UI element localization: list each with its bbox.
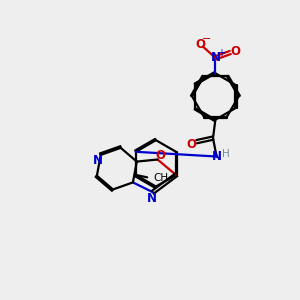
Text: H: H (222, 148, 230, 159)
Text: −: − (202, 34, 211, 44)
Text: N: N (210, 51, 220, 64)
Text: N: N (93, 154, 103, 167)
Text: +: + (217, 47, 225, 58)
Text: O: O (196, 38, 206, 51)
Text: O: O (156, 149, 166, 162)
Text: CH₃: CH₃ (154, 173, 173, 183)
Text: O: O (231, 45, 241, 58)
Text: O: O (186, 138, 196, 151)
Text: N: N (147, 192, 157, 205)
Text: N: N (212, 150, 222, 163)
